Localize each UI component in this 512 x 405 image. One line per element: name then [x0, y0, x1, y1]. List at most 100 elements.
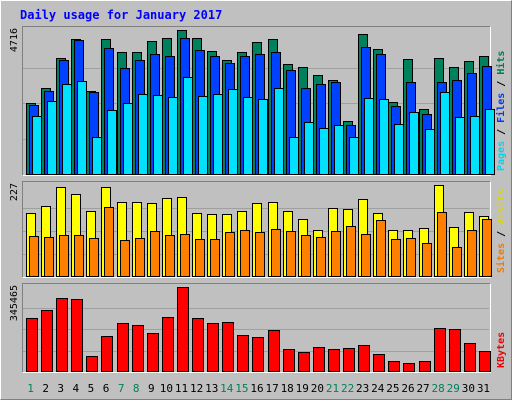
- bar-kbytes-day-9: [147, 333, 159, 372]
- legend-hits-files-pages: Pages / Files / Hits: [495, 51, 507, 171]
- bar-kbytes-day-7: [117, 323, 129, 372]
- bar-pages-day-28: [440, 92, 450, 175]
- bar-kbytes-day-14: [222, 322, 234, 372]
- bar-kbytes-day-2: [41, 310, 53, 372]
- day-label-19: 19: [296, 382, 309, 395]
- day-label-8: 8: [133, 382, 140, 395]
- legend-separator: /: [496, 75, 507, 93]
- day-label-11: 11: [175, 382, 188, 395]
- day-label-21: 21: [326, 382, 339, 395]
- bar-pages-day-19: [304, 122, 314, 175]
- bar-sites-day-26: [406, 238, 416, 277]
- bar-pages-day-29: [455, 117, 465, 175]
- bar-kbytes-day-21: [328, 349, 340, 372]
- bar-sites-day-12: [195, 239, 205, 277]
- bar-sites-day-8: [135, 238, 145, 277]
- chart-title: Daily usage for January 2017: [20, 8, 222, 22]
- bar-pages-day-5: [92, 137, 102, 175]
- day-label-1: 1: [27, 382, 34, 395]
- bar-pages-day-7: [123, 103, 133, 175]
- bar-pages-day-4: [77, 81, 87, 175]
- bar-kbytes-day-22: [343, 348, 355, 372]
- day-label-10: 10: [160, 382, 173, 395]
- panel-border-top-visits-sites: [22, 181, 491, 278]
- legend-kbytes: KBytes: [496, 332, 507, 368]
- panel-border-top-hits-files-pages: [22, 26, 491, 176]
- bar-pages-day-20: [319, 128, 329, 175]
- legend-entry-sites: Sites: [495, 243, 507, 273]
- bar-sites-day-29: [452, 247, 462, 277]
- bar-kbytes-day-25: [388, 361, 400, 372]
- day-label-31: 31: [477, 382, 490, 395]
- bar-kbytes-day-12: [192, 318, 204, 372]
- day-label-22: 22: [341, 382, 354, 395]
- bar-sites-day-30: [467, 230, 477, 277]
- bar-kbytes-day-5: [86, 356, 98, 372]
- bar-sites-day-13: [210, 239, 220, 277]
- bar-pages-day-16: [258, 99, 268, 175]
- bar-kbytes-day-28: [434, 328, 446, 372]
- bar-sites-day-18: [286, 231, 296, 277]
- bar-pages-day-11: [183, 77, 193, 175]
- day-label-24: 24: [371, 382, 385, 395]
- bar-sites-day-9: [150, 231, 160, 277]
- legend-separator: /: [496, 123, 507, 141]
- bar-kbytes-day-23: [358, 345, 370, 372]
- day-label-26: 26: [401, 382, 414, 395]
- legend-entry-kbytes: KBytes: [496, 332, 507, 368]
- bar-kbytes-day-31: [479, 351, 491, 372]
- day-label-6: 6: [103, 382, 110, 395]
- bar-pages-day-6: [107, 110, 117, 175]
- bar-kbytes-day-11: [177, 287, 189, 372]
- bar-pages-day-2: [47, 101, 57, 175]
- legend-separator: /: [496, 225, 507, 243]
- panel-border-bottom-visits-sites: [22, 181, 491, 278]
- bar-kbytes-day-13: [207, 323, 219, 372]
- bar-pages-day-3: [62, 84, 72, 175]
- day-label-14: 14: [220, 382, 234, 395]
- bar-sites-day-25: [391, 239, 401, 277]
- bar-pages-day-15: [243, 97, 253, 175]
- day-label-30: 30: [462, 382, 475, 395]
- legend-entry-visits: Visits: [495, 189, 507, 225]
- day-label-16: 16: [250, 382, 263, 395]
- bar-pages-day-9: [153, 95, 163, 175]
- day-label-4: 4: [73, 382, 80, 395]
- bar-sites-day-28: [437, 212, 447, 277]
- bar-pages-day-12: [198, 96, 208, 175]
- bar-pages-day-8: [138, 94, 148, 175]
- day-label-12: 12: [190, 382, 203, 395]
- bar-kbytes-day-16: [252, 337, 264, 372]
- bar-sites-day-14: [225, 232, 235, 277]
- legend-entry-pages: Pages: [496, 141, 507, 171]
- bar-sites-day-23: [361, 234, 371, 277]
- bar-pages-day-18: [289, 137, 299, 175]
- bar-sites-day-20: [316, 237, 326, 277]
- legend-visits-sites: Sites / Visits: [495, 189, 507, 273]
- bar-sites-day-5: [89, 238, 99, 277]
- bar-pages-day-21: [334, 125, 344, 175]
- day-label-29: 29: [447, 382, 460, 395]
- day-label-15: 15: [235, 382, 248, 395]
- bar-pages-day-14: [228, 89, 238, 175]
- bar-pages-day-24: [379, 99, 389, 175]
- bar-sites-day-3: [59, 235, 69, 277]
- bar-kbytes-day-8: [132, 325, 144, 372]
- day-label-13: 13: [205, 382, 218, 395]
- y-max-label-hits-files-pages: 4716: [9, 28, 20, 52]
- bar-sites-day-15: [240, 230, 250, 277]
- bar-sites-day-17: [271, 229, 281, 277]
- panel-border-top-kbytes: [22, 283, 491, 373]
- bar-pages-day-10: [168, 97, 178, 175]
- day-label-27: 27: [416, 382, 429, 395]
- day-label-25: 25: [386, 382, 399, 395]
- day-label-18: 18: [281, 382, 294, 395]
- day-label-20: 20: [311, 382, 324, 395]
- y-max-label-visits-sites: 227: [9, 183, 20, 201]
- bar-kbytes-day-17: [268, 330, 280, 372]
- day-label-23: 23: [356, 382, 369, 395]
- bar-kbytes-day-29: [449, 329, 461, 372]
- bar-sites-day-24: [376, 220, 386, 277]
